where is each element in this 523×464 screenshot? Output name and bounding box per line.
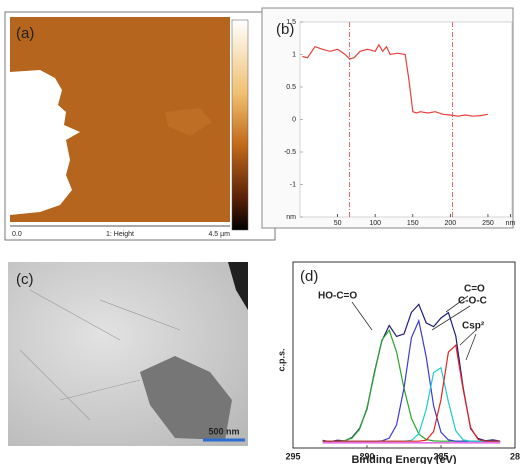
- x-tick-label: 100: [369, 220, 381, 227]
- y-tick-label: 1.5: [286, 19, 296, 26]
- plot-area: [292, 261, 516, 449]
- y-tick-label: -0.5: [284, 149, 296, 156]
- panel-label: (a): [16, 25, 34, 42]
- y-tick-label: nm: [286, 214, 296, 221]
- x-tick-label: 200: [445, 220, 457, 227]
- y-tick-label: -1: [290, 181, 296, 188]
- x-tick-label: 290: [359, 451, 374, 461]
- annotation-pointer: [351, 295, 477, 361]
- panel-label: (b): [276, 21, 294, 38]
- annotation: HO-C=O: [318, 291, 357, 302]
- axis-start: 0.0: [12, 231, 22, 238]
- x-tick-label: 50: [334, 220, 342, 227]
- x-tick-label: 150: [407, 220, 419, 227]
- annotation: C=O: [464, 284, 485, 295]
- afm-flake: [10, 70, 80, 215]
- series-line: [302, 43, 489, 117]
- x-tick-label: 250: [482, 220, 494, 227]
- annotation: C-O-C: [458, 296, 487, 307]
- tem-dark-region: [228, 262, 248, 310]
- panel-label: (d): [300, 268, 318, 285]
- color-bar: [231, 19, 249, 231]
- afm-feature: [165, 108, 212, 136]
- tem-wrinkle: [19, 289, 181, 421]
- panel-label: (c): [16, 271, 34, 288]
- y-tick-label: 0.5: [286, 84, 296, 91]
- x-tick-label: nm: [506, 220, 516, 227]
- panel-c: (c) 500 nm: [8, 262, 248, 446]
- tem-fold: [140, 356, 232, 440]
- x-axis-label: Binding Energy (eV): [351, 454, 456, 464]
- y-tick-label: 0: [292, 116, 296, 123]
- annotation: Csp²: [462, 321, 485, 332]
- x-tick-label: 295: [285, 451, 300, 461]
- axis-end: 4.5 µm: [208, 231, 230, 238]
- plot-area: [299, 21, 513, 218]
- series-line: [322, 344, 501, 442]
- x-tick-label: 28: [510, 451, 520, 461]
- y-axis-label: c.p.s.: [276, 348, 286, 371]
- scale-bar-label: 500 nm: [208, 426, 239, 436]
- y-tick-label: 1: [292, 51, 296, 58]
- x-tick-label: 285: [433, 451, 448, 461]
- panel-a: (a) 0.0 1: Height 4.5 µm: [4, 11, 276, 241]
- channel-label: 1: Height: [106, 231, 134, 238]
